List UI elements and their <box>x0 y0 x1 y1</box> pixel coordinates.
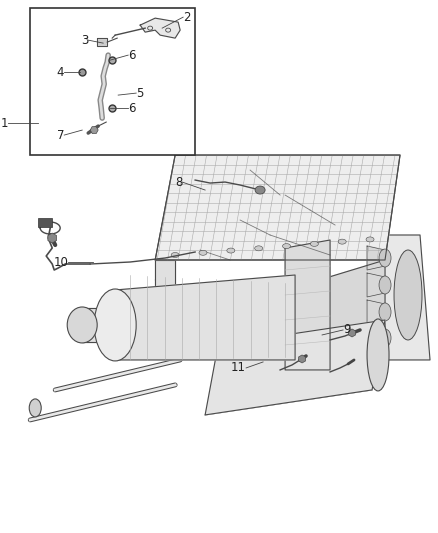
Ellipse shape <box>94 289 136 361</box>
Ellipse shape <box>379 329 391 347</box>
Ellipse shape <box>394 250 422 340</box>
Ellipse shape <box>367 319 389 391</box>
Text: 10: 10 <box>53 255 68 269</box>
Polygon shape <box>115 275 295 360</box>
Ellipse shape <box>199 251 207 255</box>
Ellipse shape <box>227 248 235 253</box>
Text: 6: 6 <box>128 102 136 115</box>
Ellipse shape <box>29 399 41 417</box>
Polygon shape <box>367 273 385 297</box>
Ellipse shape <box>283 244 290 248</box>
Polygon shape <box>155 260 175 330</box>
Text: 11: 11 <box>231 361 246 375</box>
Text: 8: 8 <box>175 175 182 189</box>
Text: 5: 5 <box>136 86 144 100</box>
Ellipse shape <box>379 276 391 294</box>
Text: 9: 9 <box>343 324 350 336</box>
Polygon shape <box>82 308 115 342</box>
Polygon shape <box>97 38 107 46</box>
Polygon shape <box>140 18 180 38</box>
Text: 6: 6 <box>128 49 136 62</box>
Text: 2: 2 <box>183 11 191 23</box>
Ellipse shape <box>366 237 374 242</box>
Polygon shape <box>367 246 385 270</box>
Ellipse shape <box>255 186 265 194</box>
Bar <box>30 8 195 155</box>
Polygon shape <box>155 155 400 260</box>
Text: 1: 1 <box>1 117 8 130</box>
Text: 7: 7 <box>57 128 64 142</box>
Bar <box>38 218 52 227</box>
Ellipse shape <box>67 307 97 343</box>
Ellipse shape <box>379 303 391 321</box>
Ellipse shape <box>254 246 263 251</box>
Polygon shape <box>285 240 330 370</box>
Ellipse shape <box>338 239 346 244</box>
Ellipse shape <box>379 249 391 267</box>
Text: 4: 4 <box>57 66 64 78</box>
Polygon shape <box>368 235 430 360</box>
Ellipse shape <box>171 253 179 257</box>
Polygon shape <box>367 326 385 350</box>
Polygon shape <box>205 320 385 415</box>
Text: 3: 3 <box>81 34 88 46</box>
Polygon shape <box>367 300 385 324</box>
Polygon shape <box>155 260 385 330</box>
Ellipse shape <box>311 241 318 246</box>
